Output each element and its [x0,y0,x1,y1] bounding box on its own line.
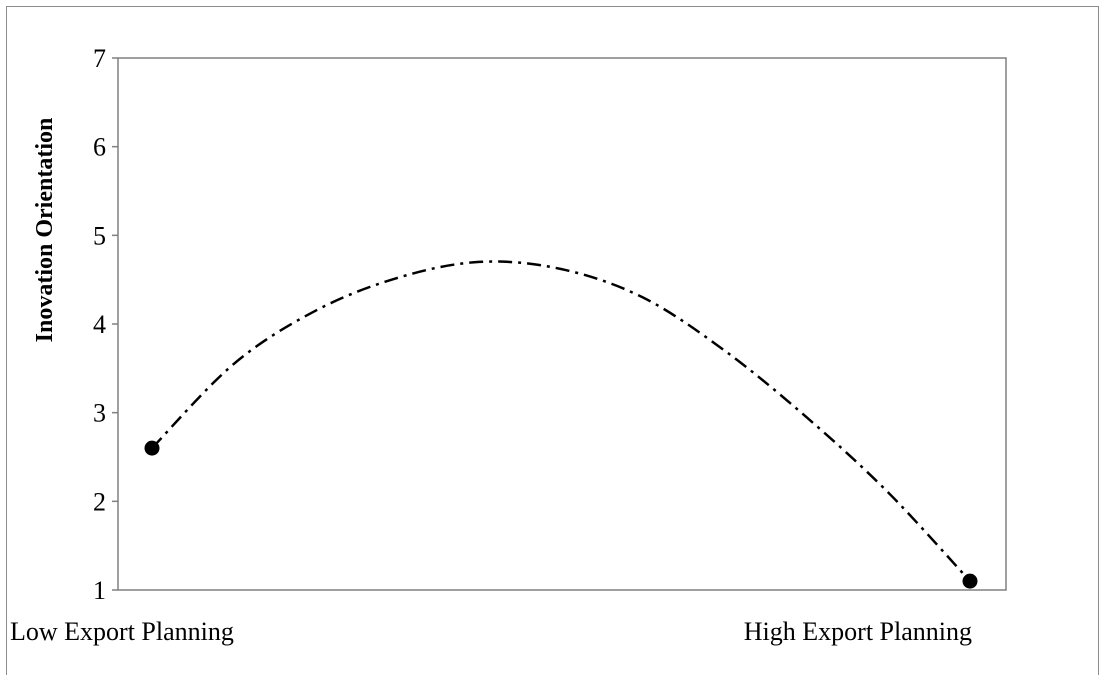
y-tick-label: 3 [93,399,106,428]
y-tick-label: 6 [93,133,106,162]
y-tick-label: 1 [93,576,106,605]
y-axis-label: Inovation Orientation [32,118,58,343]
data-series-line [151,260,971,582]
y-tick-label: 7 [93,44,106,73]
data-point-high [962,573,978,589]
x-category-high: High Export Planning [744,617,972,646]
y-tick-label: 5 [93,221,106,250]
chart-frame [6,6,1099,675]
y-tick-label: 2 [93,487,106,516]
y-tick-label: 4 [93,310,106,339]
x-category-low: Low Export Planning [10,617,234,646]
data-point-low [144,440,160,456]
plot-area: 1 2 3 4 5 6 7 [93,44,1007,605]
plot-border [117,57,1007,591]
